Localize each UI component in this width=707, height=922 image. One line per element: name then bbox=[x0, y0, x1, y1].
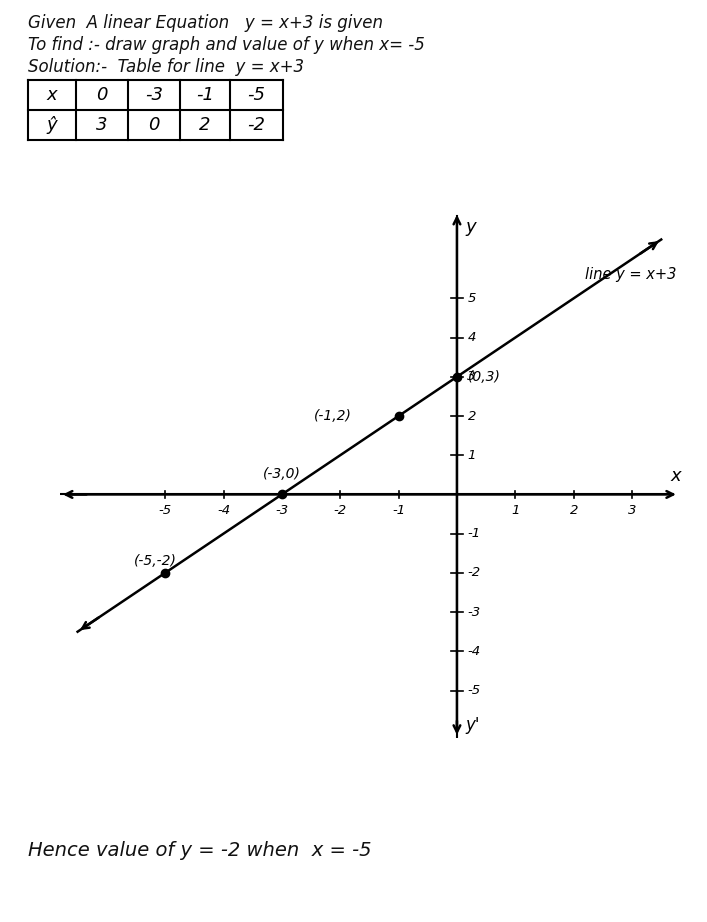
Text: 1: 1 bbox=[511, 504, 520, 517]
Text: -2: -2 bbox=[334, 504, 347, 517]
Text: 1: 1 bbox=[467, 449, 476, 462]
Text: -5: -5 bbox=[467, 684, 481, 697]
Text: (0,3): (0,3) bbox=[467, 370, 501, 384]
Text: (-5,-2): (-5,-2) bbox=[134, 554, 177, 568]
Text: Solution:-  Table for line  y = x+3: Solution:- Table for line y = x+3 bbox=[28, 58, 304, 76]
Text: -2: -2 bbox=[467, 566, 481, 579]
Text: 2: 2 bbox=[467, 409, 476, 422]
Text: line y = x+3: line y = x+3 bbox=[585, 267, 677, 282]
Text: y': y' bbox=[466, 715, 480, 734]
Text: x: x bbox=[47, 86, 57, 104]
Text: 0: 0 bbox=[148, 116, 160, 134]
Text: 3: 3 bbox=[467, 371, 476, 384]
Text: 5: 5 bbox=[467, 292, 476, 305]
Text: -3: -3 bbox=[275, 504, 288, 517]
Text: 2: 2 bbox=[569, 504, 578, 517]
Text: -4: -4 bbox=[467, 644, 481, 657]
Text: y: y bbox=[466, 218, 477, 236]
Text: (-1,2): (-1,2) bbox=[314, 409, 352, 423]
Text: -5: -5 bbox=[158, 504, 172, 517]
Text: To find :- draw graph and value of y when x= -5: To find :- draw graph and value of y whe… bbox=[28, 36, 425, 54]
Text: x: x bbox=[670, 467, 681, 485]
Text: -2: -2 bbox=[247, 116, 266, 134]
Text: -1: -1 bbox=[392, 504, 405, 517]
Text: 3: 3 bbox=[628, 504, 636, 517]
Text: -1: -1 bbox=[196, 86, 214, 104]
Text: -1: -1 bbox=[467, 527, 481, 540]
Text: 3: 3 bbox=[96, 116, 107, 134]
Text: 2: 2 bbox=[199, 116, 211, 134]
Text: -3: -3 bbox=[145, 86, 163, 104]
Text: Given  A linear Equation   y = x+3 is given: Given A linear Equation y = x+3 is given bbox=[28, 14, 383, 32]
Text: Hence value of y = -2 when  x = -5: Hence value of y = -2 when x = -5 bbox=[28, 841, 371, 860]
Text: -5: -5 bbox=[247, 86, 266, 104]
Text: 4: 4 bbox=[467, 331, 476, 344]
Text: 0: 0 bbox=[96, 86, 107, 104]
Text: -3: -3 bbox=[467, 606, 481, 619]
Text: -4: -4 bbox=[217, 504, 230, 517]
Text: ŷ: ŷ bbox=[47, 116, 57, 134]
Text: (-3,0): (-3,0) bbox=[263, 467, 300, 480]
